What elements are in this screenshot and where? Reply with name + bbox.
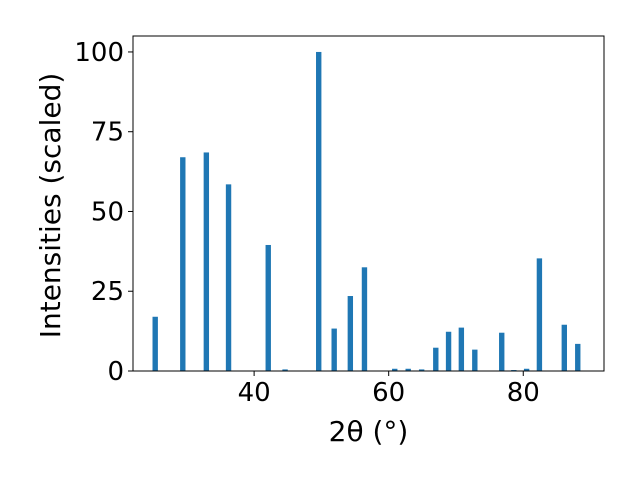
bar	[433, 347, 439, 371]
y-tick-label: 100	[74, 38, 124, 68]
bar	[561, 324, 567, 371]
bar	[203, 152, 210, 371]
bar	[405, 368, 411, 371]
y-ticks: 0 25 50 75 100	[74, 38, 133, 387]
bars-group	[152, 51, 581, 371]
bar	[180, 157, 186, 371]
bar	[445, 331, 452, 371]
plot-frame	[132, 35, 605, 372]
bar	[575, 343, 581, 371]
y-tick-label: 75	[91, 118, 124, 148]
bar	[536, 258, 543, 371]
bar	[152, 316, 158, 371]
x-tick-label: 40	[238, 378, 271, 408]
x-axis-label: 2θ (°)	[329, 415, 409, 448]
x-ticks: 40 60 80	[238, 371, 540, 408]
bar	[282, 369, 288, 371]
bar	[265, 244, 271, 371]
bar	[361, 267, 368, 371]
y-axis-label: Intensities (scaled)	[34, 73, 67, 339]
bar	[458, 327, 465, 371]
bar	[225, 184, 232, 371]
bar	[392, 368, 398, 371]
y-tick-label: 25	[91, 277, 124, 307]
y-tick-label: 0	[107, 357, 124, 387]
bar	[347, 296, 354, 371]
x-tick-label: 60	[372, 378, 405, 408]
x-tick-label: 80	[507, 378, 540, 408]
y-tick-label: 50	[91, 197, 124, 227]
bar	[472, 349, 478, 371]
bar	[418, 369, 425, 371]
bar	[499, 332, 505, 371]
bar	[331, 328, 337, 371]
bar	[316, 51, 322, 371]
bar	[523, 368, 530, 371]
